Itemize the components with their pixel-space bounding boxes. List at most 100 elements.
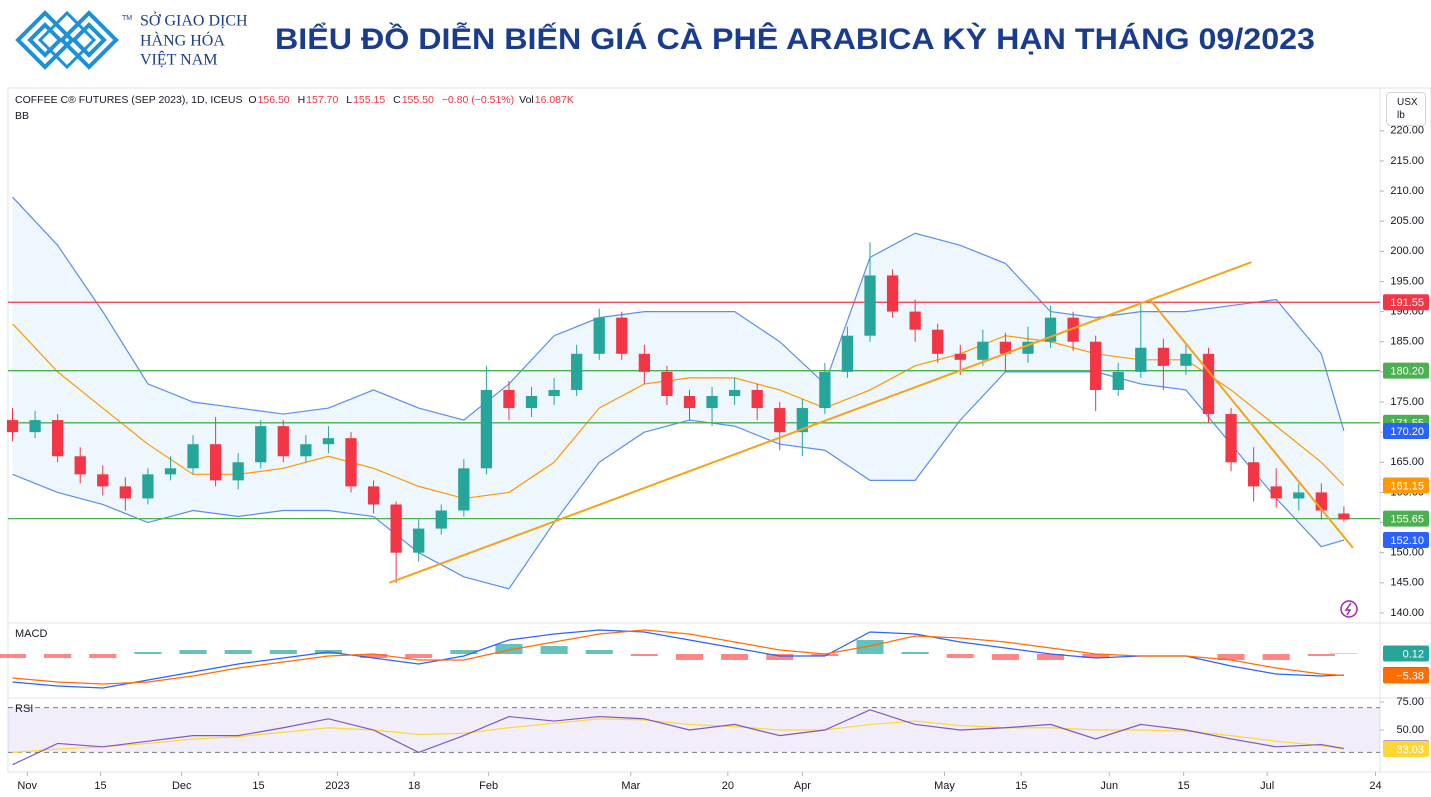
candle-body	[638, 353, 650, 372]
ohlc-label: C	[393, 94, 401, 106]
candle-body	[187, 444, 199, 469]
price-badge-label: 170.20	[1390, 426, 1424, 438]
rsi-ma-line	[12, 718, 1344, 754]
candle-body	[999, 341, 1012, 354]
candle-body	[119, 486, 131, 499]
candle-body	[819, 371, 831, 409]
candle-body	[1112, 371, 1124, 390]
candle-body	[74, 456, 86, 475]
y-tick-label: 150.00	[1390, 547, 1424, 559]
candle-body	[593, 317, 605, 354]
candle-body	[796, 408, 808, 433]
price-badge	[1383, 645, 1429, 662]
candle-body	[1157, 347, 1170, 366]
ohlc-label: H	[297, 94, 306, 106]
candle-body	[97, 474, 109, 487]
price-badge-label: 155.65	[1390, 514, 1424, 526]
candle-body	[1315, 492, 1327, 511]
candle-body	[728, 389, 741, 396]
price-badge	[1383, 510, 1429, 527]
candle-body	[616, 317, 628, 354]
candle-body	[29, 420, 41, 433]
macd-histogram	[585, 650, 613, 654]
candle-body	[458, 468, 470, 511]
x-tick-label: Mar	[621, 780, 640, 792]
x-tick-label: 20	[722, 780, 734, 792]
signal-line	[12, 629, 1344, 685]
price-badge	[1383, 422, 1429, 439]
macd-histogram	[630, 654, 658, 656]
x-tick-label: May	[934, 780, 955, 792]
price-badge-label: 0.12	[1403, 648, 1424, 660]
pane-title: RSI	[15, 703, 33, 715]
candle-body	[954, 353, 966, 360]
symbol: COFFEE C® FUTURES (SEP 2023), 1D, ICEUS	[15, 94, 243, 106]
x-tick-label: Jun	[1100, 780, 1118, 792]
macd-histogram	[991, 654, 1019, 660]
page-title: BIỂU ĐỒ DIỄN BIẾN GIÁ CÀ PHÊ ARABICA KỲ …	[275, 22, 1315, 56]
volume: 16.087K	[534, 94, 574, 106]
macd-histogram	[360, 654, 388, 658]
unit-button[interactable]: USX lb	[1386, 92, 1426, 126]
candle-body	[413, 528, 425, 553]
macd-histogram	[1307, 654, 1335, 656]
ohlc-label: O	[248, 94, 257, 106]
macd-histogram	[179, 650, 207, 654]
candle-body	[390, 504, 402, 553]
ohlc-value: 157.70	[306, 94, 339, 106]
x-tick-label: 15	[252, 780, 264, 792]
macd-histogram	[540, 646, 568, 654]
macd-histogram	[811, 654, 839, 656]
logo-text: SỞ GIAO DỊCH	[140, 11, 248, 30]
y-tick-label: 145.00	[1390, 577, 1424, 589]
macd-histogram	[1217, 654, 1245, 660]
macd-histogram	[1037, 654, 1065, 660]
candle-body	[164, 468, 177, 475]
y-tick-label: 185.00	[1390, 336, 1424, 348]
candle-body	[661, 371, 673, 396]
candle-body	[706, 395, 718, 409]
unit: lb	[1397, 110, 1405, 121]
macd-histogram	[1262, 654, 1290, 660]
macd-histogram	[269, 650, 297, 654]
logo-text: VIỆT NAM	[140, 50, 217, 69]
x-tick-label: Dec	[172, 780, 192, 792]
candle-body	[1202, 353, 1215, 415]
band-fill	[12, 197, 1344, 589]
candle-body	[367, 486, 380, 505]
candle-body	[255, 426, 267, 463]
price-badge-label: 180.20	[1390, 366, 1424, 378]
price-badge	[1383, 741, 1429, 758]
candle-body	[1247, 462, 1260, 487]
candle-body	[277, 426, 289, 457]
volume-label: Vol	[519, 94, 534, 106]
y-tick-label: 50.00	[1396, 724, 1424, 736]
indicator-name: BB	[15, 110, 30, 122]
candle-body	[209, 444, 222, 481]
candle-body	[751, 389, 763, 409]
y-tick-label: 200.00	[1390, 245, 1424, 257]
candle-body	[548, 389, 560, 396]
y-tick-label: 140.00	[1390, 607, 1424, 619]
x-tick-label: 15	[1178, 780, 1190, 792]
candle-body	[1090, 341, 1102, 390]
macd-histogram	[766, 654, 794, 660]
x-tick-label: 15	[94, 780, 106, 792]
x-tick-label: Jul	[1260, 780, 1274, 792]
candle-body	[932, 329, 944, 354]
candle-body	[909, 311, 921, 330]
ohlc-label: L	[346, 94, 353, 106]
macd-histogram	[224, 650, 252, 654]
x-tick-label: 18	[408, 780, 420, 792]
macd-histogram	[1082, 654, 1110, 658]
macd-histogram	[495, 644, 523, 654]
candle-body	[480, 389, 493, 469]
macd-histogram	[450, 650, 478, 654]
legend: COFFEE C® FUTURES (SEP 2023), 1D, ICEUS …	[15, 94, 579, 106]
candle-body	[1135, 347, 1147, 372]
candle-body	[1270, 486, 1282, 499]
price-badge-label: 161.15	[1390, 480, 1424, 492]
x-tick-label: 24	[1369, 780, 1381, 792]
